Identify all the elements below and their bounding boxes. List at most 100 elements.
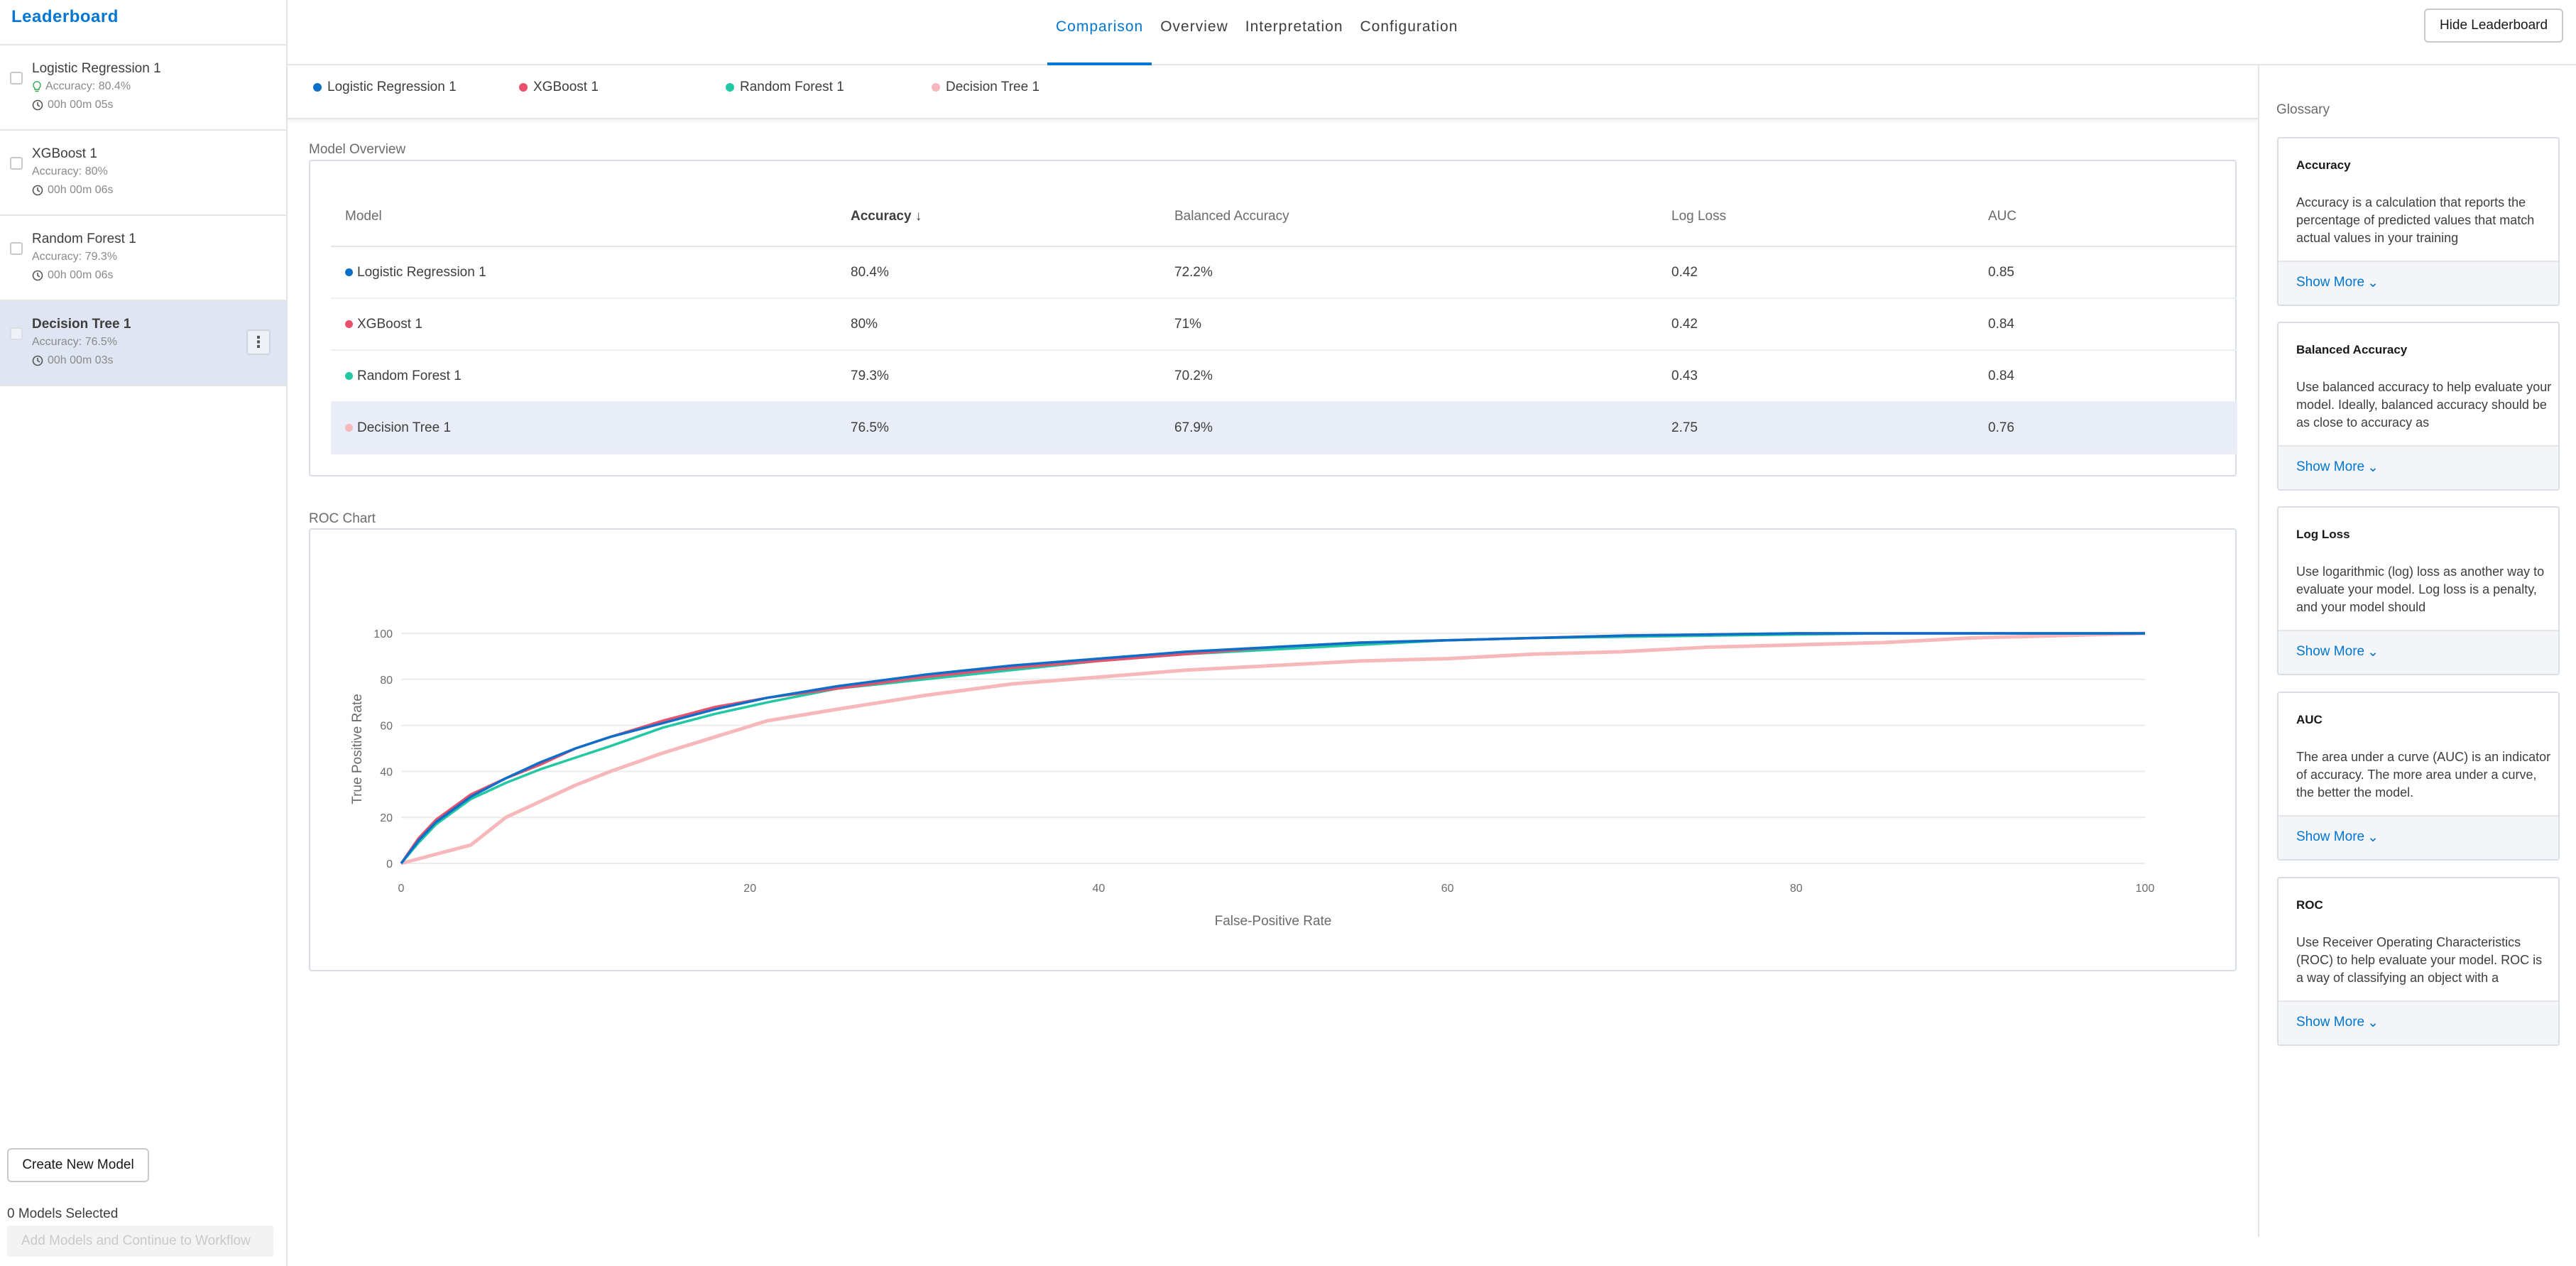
add-models-continue-button[interactable]: Add Models and Continue to Workflow xyxy=(7,1226,273,1257)
x-tick-label: 80 xyxy=(1790,883,1803,895)
row-balanced-accuracy: 70.2% xyxy=(1160,350,1657,403)
model-color-dot xyxy=(345,372,353,380)
column-header-log-loss[interactable]: Log Loss xyxy=(1657,187,1974,247)
x-tick-label: 0 xyxy=(398,883,405,895)
row-accuracy: 80% xyxy=(836,298,1160,351)
tab-bar: Comparison Overview Interpretation Confi… xyxy=(1047,0,1466,65)
glossary-card-accuracy: Accuracy Accuracy is a calculation that … xyxy=(2277,137,2560,306)
model-name: Decision Tree 1 xyxy=(32,317,131,332)
table-row[interactable]: Random Forest 1 79.3% 70.2% 0.43 0.84 xyxy=(331,350,2237,403)
legend-dot xyxy=(313,83,322,92)
legend-item-decision-tree[interactable]: Decision Tree 1 xyxy=(932,80,1039,95)
glossary-card-balanced-accuracy: Balanced Accuracy Use balanced accuracy … xyxy=(2277,322,2560,491)
model-name: Random Forest 1 xyxy=(32,231,136,246)
model-item-decision-tree[interactable]: Decision Tree 1 Accuracy: 76.5% 00h 00m … xyxy=(0,301,286,386)
roc-line-random-forest-1[interactable] xyxy=(400,632,2145,865)
row-balanced-accuracy: 72.2% xyxy=(1160,246,1657,299)
leaderboard-title: Leaderboard xyxy=(0,0,286,45)
top-navigation: Comparison Overview Interpretation Confi… xyxy=(288,0,2576,65)
legend-item-random-forest[interactable]: Random Forest 1 xyxy=(726,80,844,95)
model-color-dot xyxy=(345,424,353,432)
model-checkbox[interactable] xyxy=(10,72,23,84)
chevron-down-icon: ⌄ xyxy=(2367,460,2379,475)
table-row[interactable]: Decision Tree 1 76.5% 67.9% 2.75 0.76 xyxy=(331,402,2237,454)
roc-line-logistic-regression-1[interactable] xyxy=(400,632,2145,865)
glossary-divider xyxy=(2258,65,2259,1237)
model-accuracy: Accuracy: 79.3% xyxy=(32,251,118,263)
clock-icon xyxy=(32,185,43,196)
row-accuracy: 79.3% xyxy=(836,350,1160,403)
show-more-link[interactable]: Show More ⌄ xyxy=(2278,630,2558,674)
model-color-dot xyxy=(345,268,353,276)
tab-interpretation[interactable]: Interpretation xyxy=(1245,18,1343,35)
model-overview-table: Model Accuracy ↓ Balanced Accuracy Log L… xyxy=(331,187,2237,454)
model-overview-card: Model Accuracy ↓ Balanced Accuracy Log L… xyxy=(309,160,2237,476)
roc-line-xgboost-1[interactable] xyxy=(400,632,2145,864)
x-tick-label: 100 xyxy=(2136,883,2155,895)
model-item-random-forest[interactable]: Random Forest 1 Accuracy: 79.3% 00h 00m … xyxy=(0,216,286,301)
arrow-down-icon: ↓ xyxy=(915,208,922,224)
show-more-link[interactable]: Show More ⌄ xyxy=(2278,1000,2558,1044)
x-tick-label: 60 xyxy=(1441,883,1454,895)
show-more-link[interactable]: Show More ⌄ xyxy=(2278,815,2558,859)
row-accuracy: 76.5% xyxy=(836,402,1160,454)
show-more-link[interactable]: Show More ⌄ xyxy=(2278,445,2558,489)
more-actions-icon[interactable]: ⋮ xyxy=(246,329,271,355)
create-new-model-button[interactable]: Create New Model xyxy=(7,1148,149,1182)
row-model-name: Decision Tree 1 xyxy=(357,420,452,435)
table-row[interactable]: Logistic Regression 1 80.4% 72.2% 0.42 0… xyxy=(331,246,2237,299)
model-legend: Logistic Regression 1 XGBoost 1 Random F… xyxy=(288,65,2258,119)
column-header-balanced-accuracy[interactable]: Balanced Accuracy xyxy=(1160,187,1657,247)
legend-item-logistic-regression[interactable]: Logistic Regression 1 xyxy=(313,80,457,95)
legend-label: Random Forest 1 xyxy=(740,80,844,94)
glossary-term: ROC xyxy=(2296,898,2323,912)
clock-icon xyxy=(32,355,43,366)
show-more-link[interactable]: Show More ⌄ xyxy=(2278,261,2558,305)
row-model-name: Logistic Regression 1 xyxy=(357,264,486,280)
column-header-model[interactable]: Model xyxy=(331,187,836,247)
leaderboard-sidebar: Leaderboard Logistic Regression 1 Accura… xyxy=(0,0,288,1266)
roc-chart-title: ROC Chart xyxy=(309,511,376,526)
legend-label: Decision Tree 1 xyxy=(946,80,1040,94)
y-tick-label: 40 xyxy=(380,766,393,778)
x-axis-label: False-Positive Rate xyxy=(1215,914,1332,929)
roc-chart-card: 0 20 40 60 80 100 0 20 40 60 80 100 False-Positive… xyxy=(309,528,2237,971)
chevron-down-icon: ⌄ xyxy=(2367,275,2379,290)
clock-icon xyxy=(32,270,43,281)
tab-comparison[interactable]: Comparison xyxy=(1047,0,1152,65)
glossary-term: Balanced Accuracy xyxy=(2296,343,2408,356)
chevron-down-icon: ⌄ xyxy=(2367,1015,2379,1030)
model-train-time: 00h 00m 03s xyxy=(48,354,114,366)
y-tick-label: 100 xyxy=(373,628,393,640)
models-selected-count: 0 Models Selected xyxy=(7,1206,119,1221)
model-checkbox[interactable] xyxy=(10,327,23,340)
model-accuracy: Accuracy: 76.5% xyxy=(32,336,118,348)
table-row[interactable]: XGBoost 1 80% 71% 0.42 0.84 xyxy=(331,298,2237,351)
tab-configuration[interactable]: Configuration xyxy=(1360,18,1458,35)
model-name: Logistic Regression 1 xyxy=(32,61,161,76)
model-accuracy: Accuracy: 80% xyxy=(32,165,108,178)
hide-leaderboard-button[interactable]: Hide Leaderboard xyxy=(2424,9,2563,43)
column-header-accuracy[interactable]: Accuracy ↓ xyxy=(836,187,1160,247)
glossary-definition: Use logarithmic (log) loss as another wa… xyxy=(2296,564,2545,614)
column-header-auc[interactable]: AUC xyxy=(1974,187,2237,247)
model-color-dot xyxy=(345,320,353,328)
model-train-time: 00h 00m 06s xyxy=(48,269,114,281)
model-item-logistic-regression[interactable]: Logistic Regression 1 Accuracy: 80.4% 00… xyxy=(0,45,286,131)
legend-item-xgboost[interactable]: XGBoost 1 xyxy=(519,80,599,95)
model-checkbox[interactable] xyxy=(10,242,23,255)
roc-line-decision-tree-1[interactable] xyxy=(400,631,2146,866)
y-tick-label: 80 xyxy=(380,675,393,687)
row-auc: 0.84 xyxy=(1974,298,2237,351)
y-tick-label: 0 xyxy=(386,858,393,871)
row-auc: 0.76 xyxy=(1974,402,2237,454)
glossary-term: Accuracy xyxy=(2296,158,2351,172)
x-tick-label: 20 xyxy=(743,883,756,895)
row-auc: 0.84 xyxy=(1974,350,2237,403)
glossary-term: AUC xyxy=(2296,713,2323,726)
model-checkbox[interactable] xyxy=(10,157,23,170)
model-item-xgboost[interactable]: XGBoost 1 Accuracy: 80% 00h 00m 06s xyxy=(0,131,286,216)
row-model-name: Random Forest 1 xyxy=(357,368,462,383)
tab-overview[interactable]: Overview xyxy=(1160,18,1228,35)
glossary-card-log-loss: Log Loss Use logarithmic (log) loss as a… xyxy=(2277,506,2560,675)
